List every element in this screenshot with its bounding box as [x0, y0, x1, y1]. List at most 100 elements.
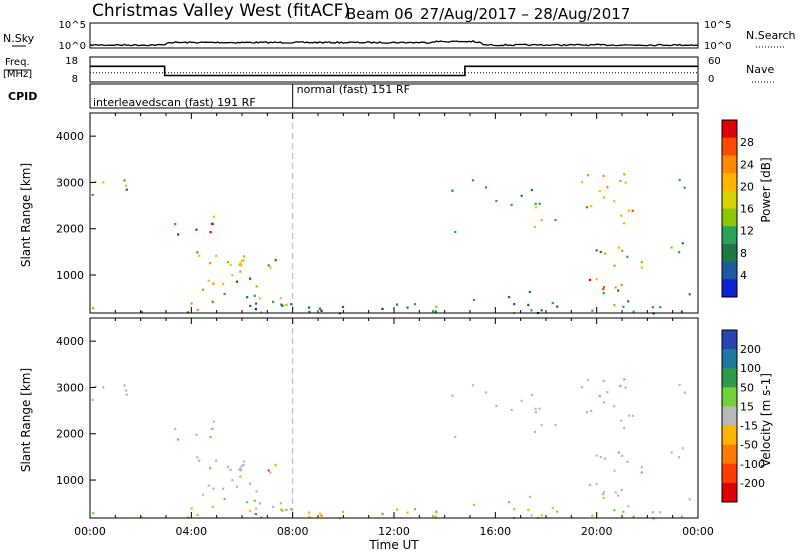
frequency-label-line1: Freq.	[5, 57, 30, 68]
echo-cell	[581, 386, 584, 389]
echo-cell	[540, 219, 543, 222]
echo-cell	[632, 515, 635, 518]
echo-cell	[280, 303, 283, 306]
echo-cell	[258, 502, 261, 505]
velocity-ytick-1000: 1000	[56, 474, 84, 487]
velocity-colorbar-ticks: 200 100 50 15 -15 -50 -100 -200	[740, 343, 765, 490]
velocity-ylabel: Slant Range [km]	[19, 368, 33, 472]
echo-cell	[140, 516, 143, 519]
colorbar-swatch	[722, 120, 737, 139]
echo-cell	[177, 438, 180, 441]
echo-cell	[619, 384, 622, 387]
echo-cell	[617, 451, 620, 454]
power-ctick-24: 24	[740, 158, 754, 171]
echo-cell	[473, 298, 476, 301]
echo-cell	[590, 204, 593, 208]
echo-cell	[212, 420, 215, 423]
echo-cell	[510, 203, 513, 206]
echo-cell	[598, 394, 601, 398]
power-ctick-28: 28	[740, 136, 754, 149]
velocity-yticks: 1000 2000 3000 4000	[56, 335, 84, 487]
echo-cell	[678, 456, 681, 459]
echo-cell	[431, 515, 435, 518]
echo-cell	[253, 294, 256, 297]
echo-cell	[624, 386, 627, 389]
echo-cell	[196, 513, 199, 517]
nave-label: Nave	[746, 63, 774, 76]
echo-cell	[613, 469, 616, 472]
echo-cell	[238, 263, 241, 266]
echo-cell	[632, 310, 635, 313]
echo-cell	[613, 509, 616, 512]
echo-cell	[598, 189, 601, 193]
echo-cell	[680, 310, 683, 313]
velocity-colorbar-label: Velocity [m s-1]	[759, 373, 773, 467]
echo-cell	[341, 510, 345, 513]
echo-cell	[619, 179, 622, 182]
echo-cell	[606, 186, 609, 189]
echo-cell	[602, 292, 605, 295]
chart-title: Christmas Valley West (fitACF)	[92, 1, 350, 21]
echo-cell	[92, 512, 95, 515]
echo-cell	[125, 393, 128, 396]
echo-cell	[177, 233, 180, 236]
noise-right-tick-top: 10^5	[704, 20, 731, 31]
power-ytick-3000: 3000	[56, 176, 84, 189]
echo-cell	[318, 512, 322, 515]
echo-cell	[640, 261, 643, 264]
cpid-segment-interleavedscan: interleavedscan (fast) 191 RF	[93, 96, 256, 109]
echo-cell	[513, 508, 516, 511]
echo-cell	[211, 222, 214, 225]
echo-cell	[624, 181, 627, 184]
echo-cell	[195, 433, 198, 436]
echo-cell	[590, 409, 593, 413]
colorbar-swatch	[722, 155, 737, 174]
frequency-frame	[89, 56, 699, 83]
velocity-frame	[89, 317, 699, 519]
echo-cell	[406, 511, 409, 514]
colorbar-swatch	[722, 444, 737, 465]
echo-cell	[688, 293, 691, 296]
echo-cell	[626, 460, 629, 463]
echo-cell	[318, 307, 322, 310]
echo-cell	[602, 288, 605, 291]
echo-cell	[473, 503, 476, 506]
echo-cell	[604, 252, 607, 255]
echo-cell	[174, 428, 177, 431]
echo-cell	[651, 511, 654, 514]
echo-cell	[554, 219, 557, 222]
echo-cell	[341, 305, 345, 308]
nave-tick-top: 60	[708, 56, 721, 67]
echo-cell	[451, 394, 454, 397]
x-tick-1600: 16:00	[479, 525, 511, 538]
power-yticks: 1000 2000 3000 4000	[56, 130, 84, 282]
echo-cell	[231, 479, 234, 482]
velocity-ctick-minus100: -100	[740, 458, 765, 471]
echo-cell	[190, 302, 193, 305]
echo-cell	[627, 505, 630, 508]
echo-cell	[253, 499, 256, 502]
velocity-ytick-2000: 2000	[56, 428, 84, 441]
power-ctick-8: 8	[740, 247, 747, 260]
echo-cell	[211, 505, 214, 508]
colorbar-swatch	[722, 243, 737, 263]
echo-cell	[591, 309, 594, 312]
echo-cell	[604, 457, 607, 460]
cpid-panel: CPID interleavedscan (fast) 191 RF norma…	[8, 83, 699, 109]
echo-cell	[94, 180, 97, 183]
echo-cell	[242, 460, 246, 463]
echo-cell	[272, 300, 275, 303]
echo-cell	[659, 511, 662, 514]
echo-cell	[602, 497, 605, 500]
echo-cell	[381, 307, 384, 310]
echo-cell	[551, 301, 554, 305]
echo-cell	[434, 515, 437, 518]
echo-cell	[209, 231, 212, 234]
echo-cell	[681, 242, 684, 245]
echo-cell	[223, 497, 226, 501]
x-tick-2000: 20:00	[581, 525, 613, 538]
echo-cell	[587, 174, 590, 177]
echo-cell	[209, 262, 212, 265]
echo-cell	[91, 193, 94, 196]
power-scatter	[91, 173, 691, 315]
